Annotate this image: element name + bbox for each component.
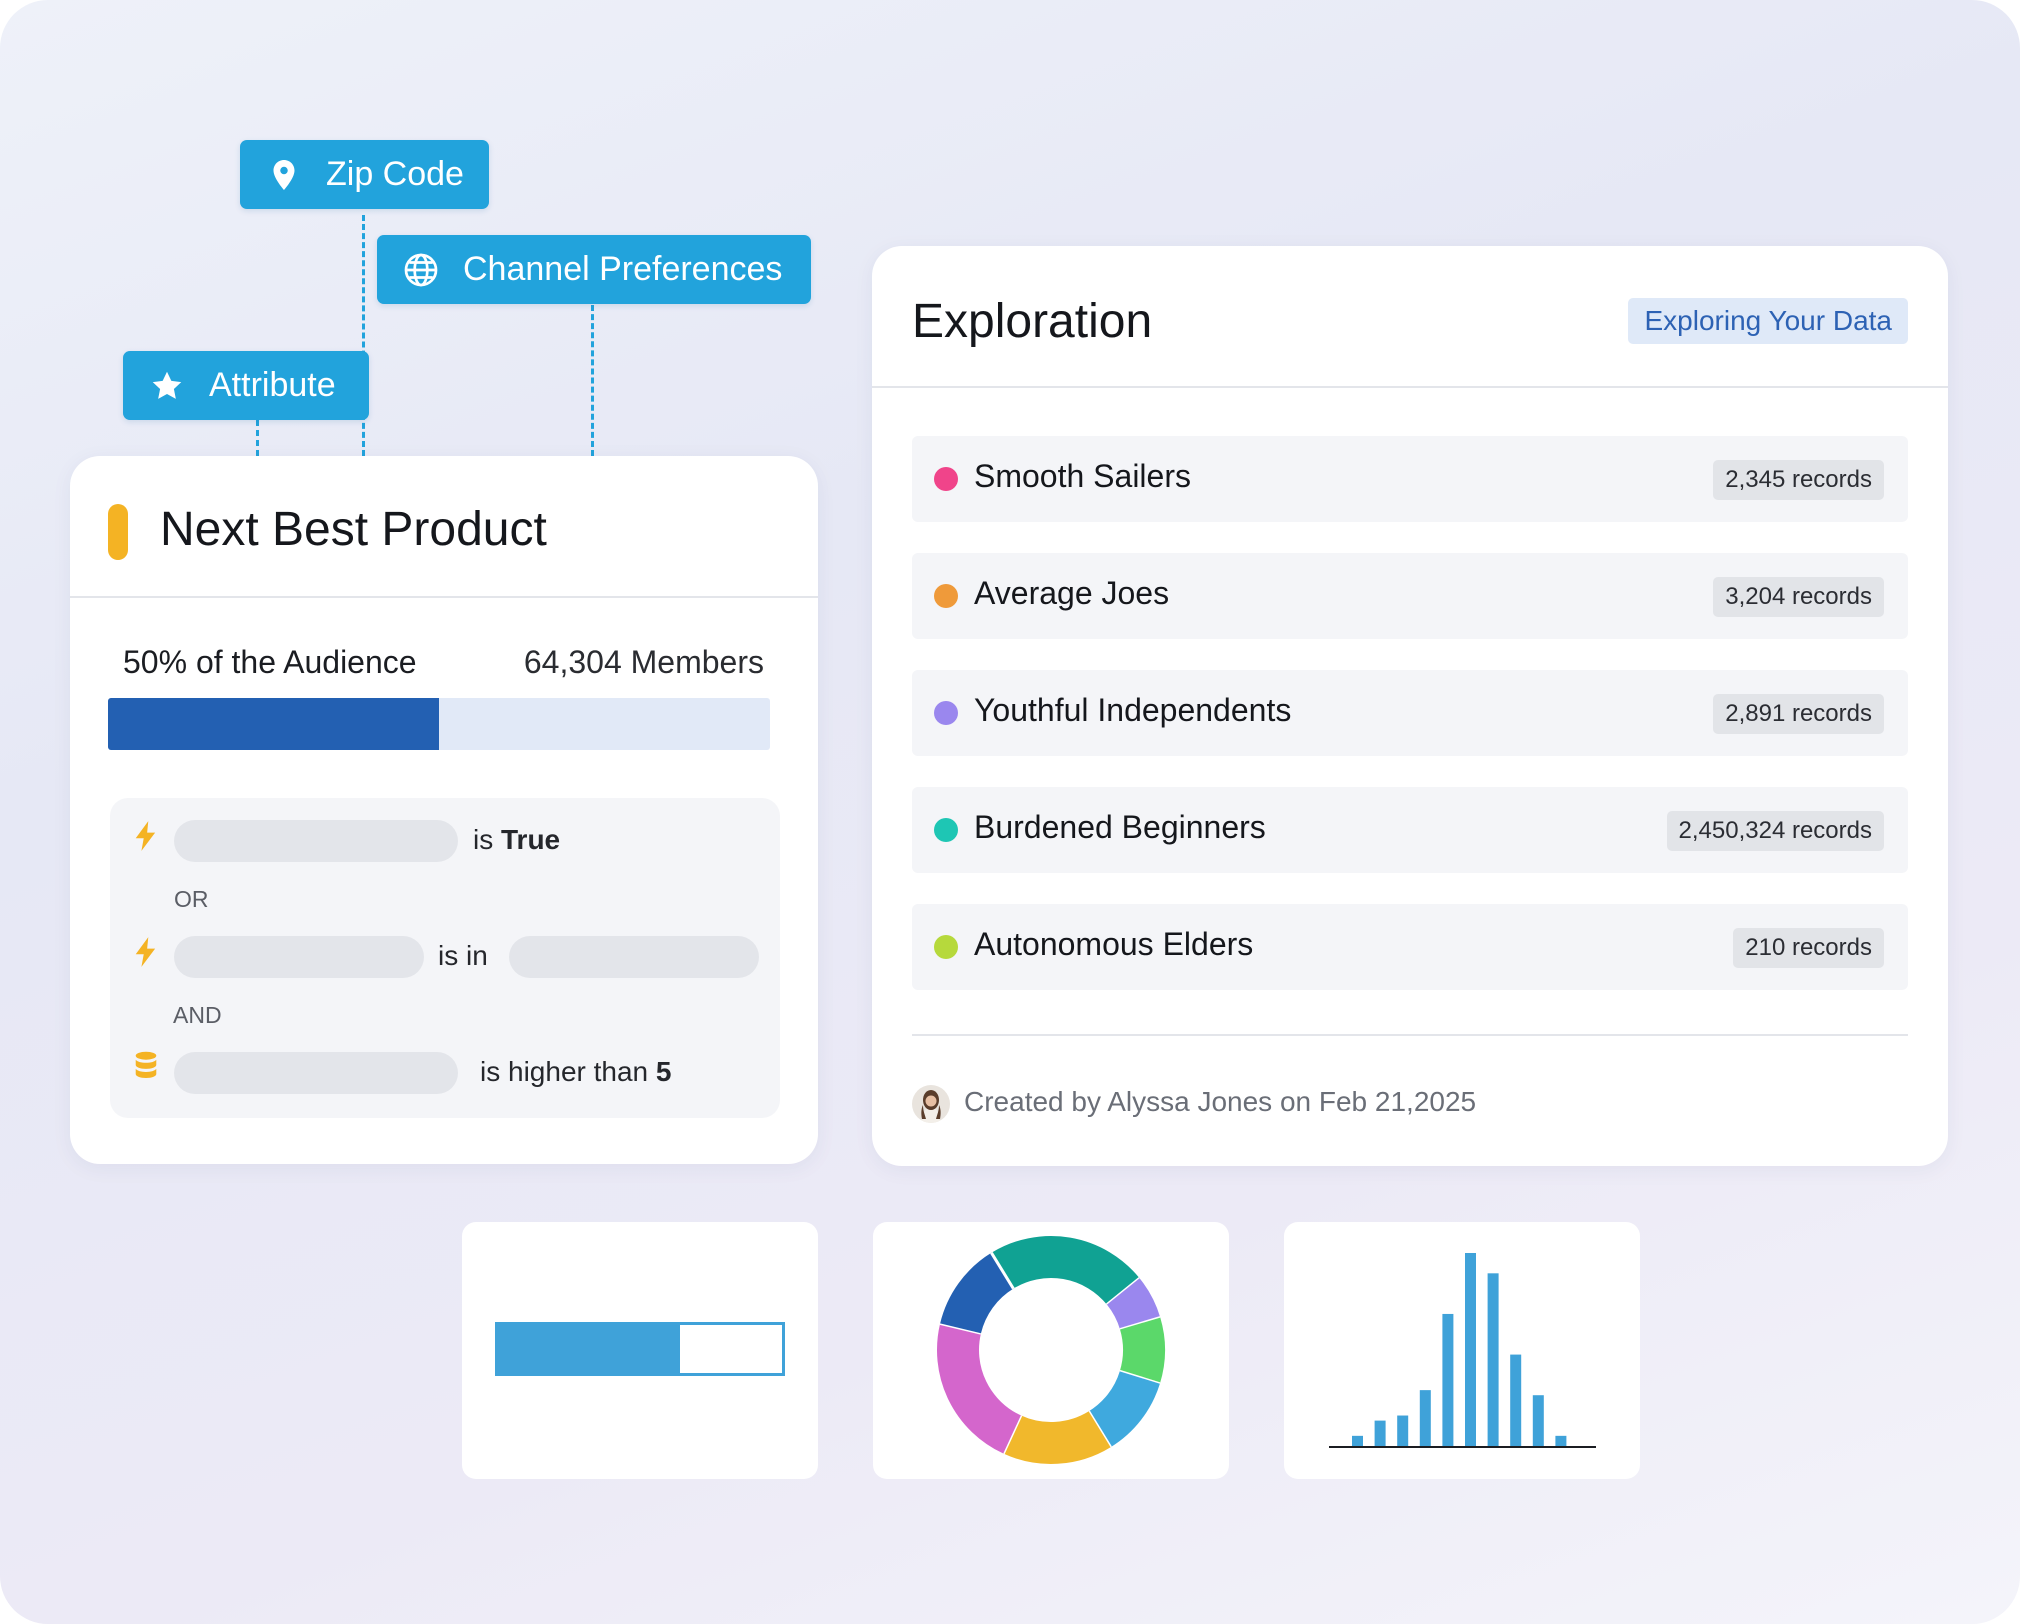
star-icon: [152, 371, 182, 399]
audience-label: 50% of the Audience: [123, 644, 417, 680]
attribute-placeholder-pill[interactable]: [174, 936, 424, 978]
zip-code-label: Zip Code: [326, 155, 464, 193]
histogram-bar-8: [1532, 1395, 1544, 1446]
donut-slice-1: [1106, 1278, 1161, 1331]
segment-record-count: 2,345 records: [1713, 460, 1884, 500]
histogram-bar-2: [1397, 1415, 1409, 1446]
histogram-bar-9: [1555, 1435, 1567, 1446]
next-best-product-card: Next Best Product 50% of the Audience 64…: [70, 456, 818, 1164]
donut-slice-3: [1087, 1370, 1160, 1448]
donut-slice-2: [1119, 1317, 1165, 1384]
histogram-bar-7: [1510, 1354, 1522, 1446]
divider: [912, 1034, 1908, 1036]
exploring-badge[interactable]: Exploring Your Data: [1628, 298, 1908, 344]
donut-separator: [1119, 1369, 1161, 1386]
connector-line-zip: [362, 215, 365, 456]
value-placeholder-pill[interactable]: [509, 936, 759, 978]
audience-progress-fill: [108, 698, 439, 750]
mini-donut-card[interactable]: [873, 1222, 1229, 1479]
divider: [872, 386, 1948, 388]
histogram-chart: [1329, 1253, 1596, 1448]
mini-progress-fill: [498, 1325, 680, 1373]
title-accent-bar: [108, 504, 128, 560]
segment-color-dot: [934, 818, 958, 842]
donut-separator: [990, 1252, 1015, 1290]
rule-3-text: is higher than 5: [480, 1056, 672, 1087]
histogram-bar-5: [1465, 1253, 1476, 1446]
segment-color-dot: [934, 467, 958, 491]
segment-record-count: 3,204 records: [1713, 577, 1884, 617]
donut-slice-5: [937, 1323, 1022, 1454]
donut-slice-4: [1003, 1410, 1111, 1464]
rule-2-text: is in: [438, 940, 488, 971]
card-title: Next Best Product: [160, 503, 547, 556]
segment-record-count: 2,891 records: [1713, 694, 1884, 734]
histogram-bar-6: [1487, 1273, 1499, 1446]
created-by-text: Created by Alyssa Jones on Feb 21,2025: [964, 1086, 1477, 1117]
attribute-tag[interactable]: Attribute: [123, 351, 369, 420]
or-conjunction: OR: [174, 886, 209, 912]
lightning-icon: [135, 821, 156, 851]
attribute-label: Attribute: [209, 366, 336, 404]
donut-slice-0: [991, 1236, 1140, 1306]
donut-separator: [1001, 1414, 1023, 1455]
histogram-bar-0: [1352, 1435, 1363, 1446]
donut-slice-6: [940, 1252, 1015, 1334]
channel-preferences-label: Channel Preferences: [463, 250, 783, 288]
audience-progress-bar: [108, 698, 770, 750]
segment-color-dot: [934, 584, 958, 608]
members-count: 64,304 Members: [523, 644, 764, 680]
exploration-card: Exploration Exploring Your Data Smooth S…: [872, 246, 1948, 1166]
map-pin-icon: [273, 159, 295, 190]
mini-progress-bar: [495, 1322, 785, 1376]
divider: [70, 596, 818, 598]
rule-1-text: is True: [473, 824, 561, 855]
segment-name: Youthful Independents: [974, 692, 1292, 728]
histogram-bar-4: [1442, 1313, 1454, 1446]
database-icon: [135, 1051, 157, 1078]
segment-record-count: 2,450,324 records: [1666, 811, 1884, 851]
globe-icon: [404, 253, 438, 286]
segment-color-dot: [934, 701, 958, 725]
donut-separator: [1087, 1410, 1112, 1448]
segment-name: Average Joes: [974, 575, 1170, 611]
segment-record-count: 210 records: [1733, 928, 1884, 968]
histogram-bar-3: [1419, 1390, 1431, 1446]
connector-line-attribute: [256, 420, 259, 456]
zip-code-tag[interactable]: Zip Code: [240, 140, 489, 209]
segment-name: Autonomous Elders: [974, 926, 1254, 962]
attribute-placeholder-pill[interactable]: [174, 1052, 458, 1094]
segment-row[interactable]: Youthful Independents 2,891 records: [912, 670, 1908, 756]
donut-separator: [1106, 1277, 1141, 1306]
avatar: [912, 1085, 950, 1123]
segment-row[interactable]: Average Joes 3,204 records: [912, 553, 1908, 639]
and-conjunction: AND: [173, 1002, 222, 1028]
histogram-bar-1: [1374, 1420, 1386, 1446]
rules-panel: is True OR is in AND is higher than 5: [110, 798, 780, 1118]
attribute-placeholder-pill[interactable]: [174, 820, 458, 862]
segment-color-dot: [934, 935, 958, 959]
channel-preferences-tag[interactable]: Channel Preferences: [377, 235, 811, 304]
donut-chart: [937, 1236, 1165, 1464]
lightning-icon: [135, 937, 156, 967]
segment-row[interactable]: Autonomous Elders 210 records: [912, 904, 1908, 990]
card-title: Exploration: [912, 295, 1153, 348]
mini-histogram-card[interactable]: [1284, 1222, 1640, 1479]
segment-name: Smooth Sailers: [974, 458, 1191, 494]
mini-progress-card[interactable]: [462, 1222, 818, 1479]
connector-line-channel: [591, 305, 594, 456]
segment-row[interactable]: Smooth Sailers 2,345 records: [912, 436, 1908, 522]
segment-row[interactable]: Burdened Beginners 2,450,324 records: [912, 787, 1908, 873]
segment-name: Burdened Beginners: [974, 809, 1266, 845]
